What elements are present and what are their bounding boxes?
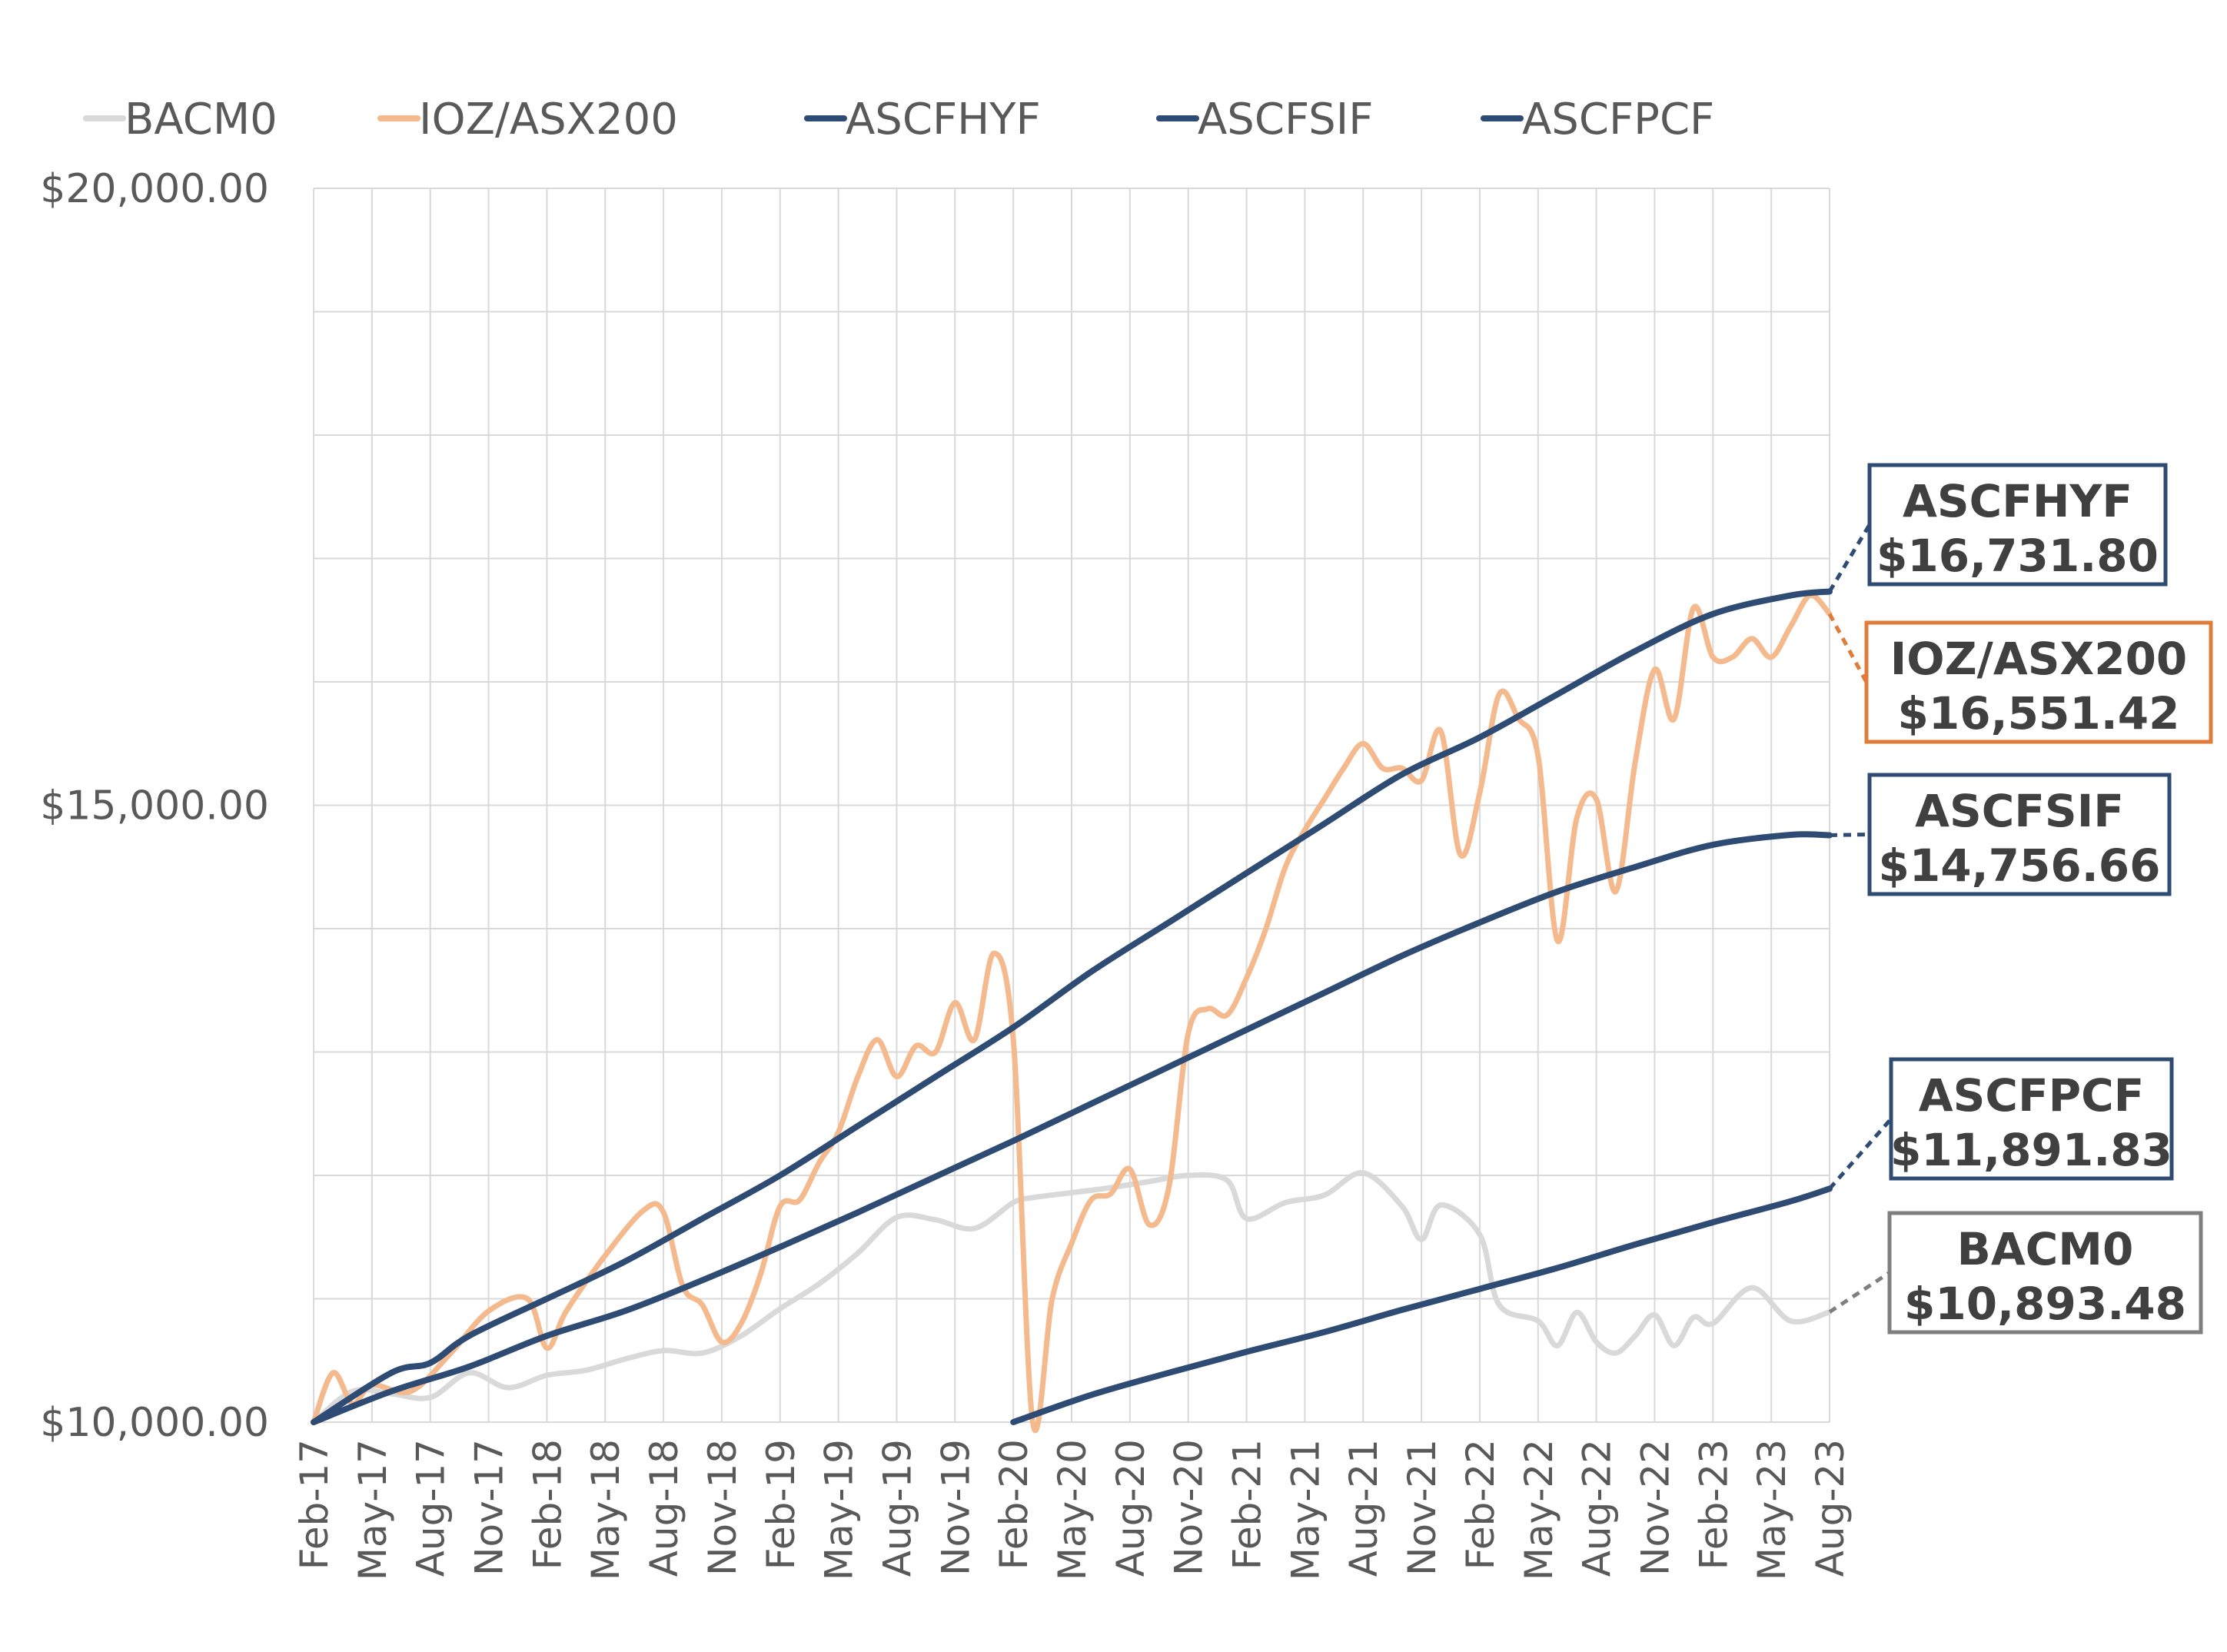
x-tick-label: Nov-19 (933, 1439, 978, 1576)
x-tick-label: Aug-23 (1808, 1439, 1853, 1577)
series-line-ascfpcf (1010, 1185, 1833, 1425)
x-tick-label: Feb-17 (292, 1439, 337, 1570)
x-tick-label: Feb-22 (1458, 1439, 1503, 1570)
callout-name-ascfsif: ASCFSIF (1915, 785, 2124, 837)
callout-name-ascfhyf: ASCFHYF (1903, 475, 2132, 527)
x-tick-label: May-19 (817, 1439, 862, 1581)
callout-value-bacm0: $10,893.48 (1904, 1278, 2186, 1330)
x-tick-label: Aug-22 (1575, 1439, 1620, 1577)
series-line-ascfsif (311, 831, 1833, 1425)
callout-box-ascfpcf (1889, 1057, 2174, 1181)
x-tick-label: Nov-22 (1633, 1439, 1677, 1576)
callout-value-ascfhyf: $16,731.80 (1876, 530, 2159, 582)
y-tick-label: $15,000.00 (40, 783, 269, 829)
callout-name-ascfpcf: ASCFPCF (1919, 1069, 2145, 1122)
x-tick-label: Feb-23 (1691, 1439, 1736, 1570)
callout-box-ioz-asx200 (1864, 620, 2213, 744)
x-tick-label: Aug-19 (875, 1439, 919, 1577)
axes: $10,000.00 $15,000.00 $20,000.00 Feb-17 May-… (40, 166, 1853, 1581)
x-tick-label: Aug-20 (1109, 1439, 1153, 1577)
x-tick-label: Nov-21 (1400, 1439, 1444, 1576)
callout-box-ascfsif (1867, 773, 2172, 896)
legend-label-ascfhyf: ASCFHYF (846, 95, 1041, 145)
callout-name-bacm0: BACM0 (1957, 1223, 2134, 1275)
x-tick-label: May-22 (1517, 1439, 1561, 1581)
x-tick-label: May-20 (1050, 1439, 1095, 1581)
x-tick-label: May-17 (351, 1439, 395, 1581)
callout-leader-bacm0 (1828, 1271, 1891, 1314)
callout-name-ioz-asx200: IOZ/ASX200 (1890, 633, 2188, 685)
callout-value-ioz-asx200: $16,551.42 (1898, 687, 2180, 740)
x-tick-label: Aug-18 (642, 1439, 686, 1577)
callout-value-ascfsif: $14,756.66 (1879, 839, 2161, 892)
legend: BACM0 IOZ/ASX200 ASCFHYF ASCFSIF ASCFPCF (83, 95, 1714, 145)
x-tick-label: May-21 (1283, 1439, 1328, 1581)
legend-label-ascfpcf: ASCFPCF (1522, 95, 1714, 145)
series-line-bacm0 (311, 1170, 1833, 1425)
x-tick-label: Nov-18 (700, 1439, 745, 1576)
x-tick-label: May-23 (1750, 1439, 1794, 1581)
x-tick-label: Nov-17 (467, 1439, 512, 1576)
gridlines (313, 188, 1830, 1423)
end-value-callouts: ASCFHYF$16,731.80 IOZ/ASX200$16,551.42 ASC… (1827, 463, 2213, 1335)
x-tick-label: Feb-19 (759, 1439, 803, 1570)
series-lines (311, 588, 1833, 1434)
legend-label-ascfsif: ASCFSIF (1198, 95, 1373, 145)
x-tick-label: Nov-20 (1167, 1439, 1212, 1576)
x-tick-label: Aug-21 (1341, 1439, 1386, 1577)
x-tick-label: Feb-18 (525, 1439, 570, 1570)
x-tick-label: Feb-20 (992, 1439, 1036, 1570)
y-tick-label: $10,000.00 (40, 1400, 269, 1446)
callout-box-ascfhyf (1867, 463, 2168, 587)
callout-box-bacm0 (1887, 1211, 2203, 1335)
x-tick-label: May-18 (583, 1439, 628, 1581)
legend-label-bacm0: BACM0 (125, 95, 278, 145)
callout-leader-ascfpcf (1828, 1117, 1893, 1190)
x-tick-label: Aug-17 (409, 1439, 454, 1577)
callout-value-ascfpcf: $11,891.83 (1890, 1124, 2172, 1176)
callout-leader-ascfsif (1829, 833, 1870, 838)
y-tick-label: $20,000.00 (40, 166, 269, 212)
x-tick-label: Feb-21 (1225, 1439, 1270, 1570)
legend-label-ioz-asx200: IOZ/ASX200 (419, 95, 678, 145)
series-line-ascfhyf (311, 588, 1833, 1425)
